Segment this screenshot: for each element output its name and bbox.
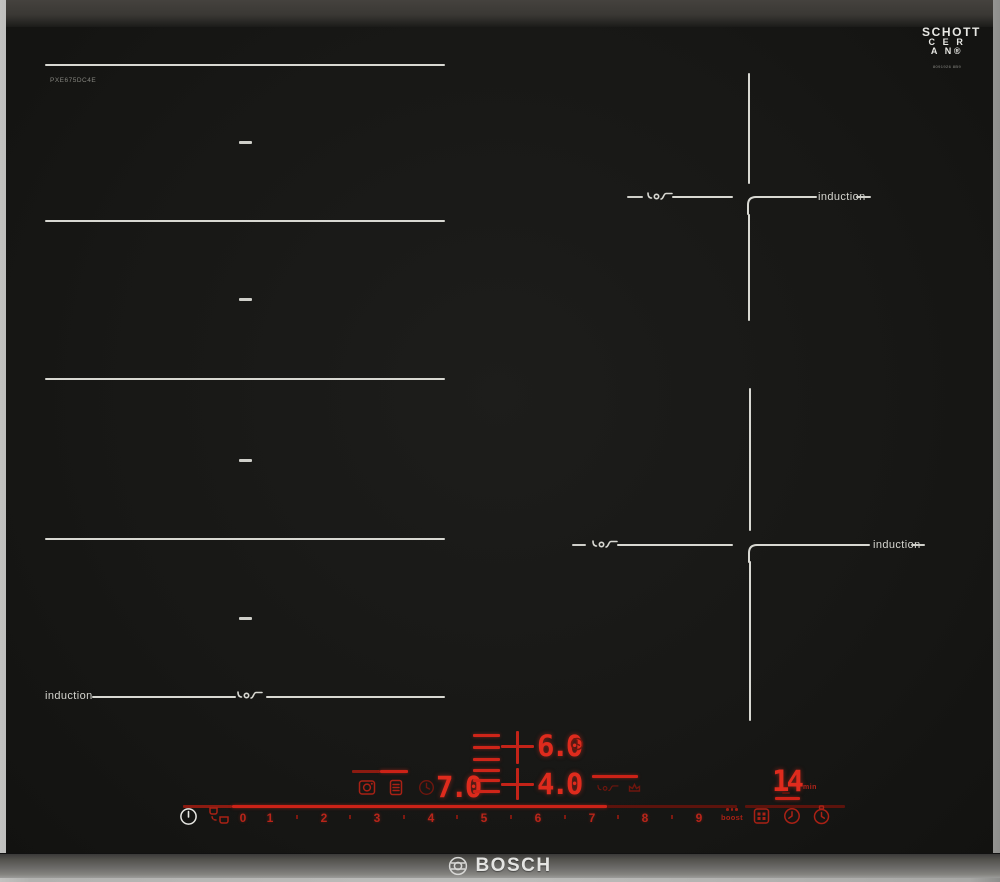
flex-zone-line-1 xyxy=(45,64,445,66)
zone-br-select-cross[interactable] xyxy=(501,783,534,786)
zone-tr-select-cross[interactable] xyxy=(501,745,534,748)
slider-separator xyxy=(456,815,458,819)
zone-tr-select-cross[interactable] xyxy=(516,731,519,764)
zone-br-vline-top xyxy=(749,388,751,531)
pan-detection-icon xyxy=(592,540,618,548)
zone-tr-timer-icon xyxy=(570,737,584,751)
bosch-logo: BOSCH xyxy=(448,855,551,877)
schott-line2: C E R A N® xyxy=(928,37,966,56)
zone-tr-dash-left xyxy=(627,196,643,198)
flex-segment-bar xyxy=(473,790,500,793)
timer-clock-icon[interactable] xyxy=(783,807,801,825)
boost-button[interactable]: boost xyxy=(718,808,746,822)
slider-number-8[interactable]: 8 xyxy=(641,811,649,825)
pan-detection-icon xyxy=(237,691,263,699)
power-button[interactable] xyxy=(179,807,198,826)
flex-zone-center-mark-4 xyxy=(239,617,252,620)
bosch-armature-icon xyxy=(449,856,468,876)
zone-tr-level-display: 6.0 xyxy=(537,729,583,763)
timer-unit-label: min xyxy=(803,784,817,791)
zone-tr-induction-label: induction xyxy=(818,191,866,203)
flex-zone-line-3 xyxy=(45,378,445,380)
slider-line-active[interactable] xyxy=(232,805,607,808)
frying-sensor-icon[interactable] xyxy=(358,779,377,796)
slider-number-4[interactable]: 4 xyxy=(427,811,435,825)
slider-separator xyxy=(671,815,673,819)
slider-separator xyxy=(510,815,512,819)
zone-br-level-display: 4.0 xyxy=(537,767,583,801)
zone-br-corner xyxy=(748,544,767,563)
zone-br-vline-bottom xyxy=(749,561,751,721)
glass-surface: PXE675DC4E SCHOTT C E R A N® 8091926 8B9… xyxy=(6,0,993,877)
flex-sensor-line-dim xyxy=(352,770,380,773)
flex-zone-line-2 xyxy=(45,220,445,222)
slider-number-5[interactable]: 5 xyxy=(480,811,488,825)
pan-detection-icon xyxy=(647,192,673,200)
timer-slider-line[interactable] xyxy=(745,805,845,808)
boost-label: boost xyxy=(721,812,743,822)
flex-segment-bar xyxy=(473,779,500,782)
schott-code: 8091926 8B9 xyxy=(932,64,962,69)
schott-line1: SCHOTT xyxy=(922,25,981,39)
slider-separator xyxy=(617,815,619,819)
slider-separator xyxy=(403,815,405,819)
cook-timer-icon[interactable] xyxy=(418,779,435,796)
flex-zone-line-4 xyxy=(45,538,445,540)
timer-select-segment xyxy=(775,797,800,800)
flex-zone-line-5b xyxy=(266,696,445,698)
zone-br-induction-label: induction xyxy=(873,539,921,551)
slider-number-9[interactable]: 9 xyxy=(695,811,703,825)
slider-number-2[interactable]: 2 xyxy=(320,811,328,825)
slider-line-start[interactable] xyxy=(183,805,232,808)
flex-level-display: 7.0 xyxy=(436,770,482,804)
flex-segment-bar xyxy=(473,746,500,749)
flex-zone-line-5a xyxy=(92,696,236,698)
slider-separator xyxy=(349,815,351,819)
keep-warm-icon xyxy=(628,782,641,792)
flex-zone-center-mark-2 xyxy=(239,298,252,301)
boost-icon xyxy=(718,808,746,811)
flex-zone-center-mark-3 xyxy=(239,459,252,462)
slider-separator xyxy=(296,815,298,819)
cleaning-lock-icon[interactable] xyxy=(753,807,770,825)
slider-number-1[interactable]: 1 xyxy=(266,811,274,825)
zone-br-hline-left xyxy=(617,544,733,546)
pan-transfer-icon[interactable] xyxy=(207,806,233,826)
model-number: PXE675DC4E xyxy=(50,77,97,84)
warm-function-line xyxy=(592,775,638,778)
zone-tr-hline-right xyxy=(764,196,817,198)
slider-separator xyxy=(564,815,566,819)
zone-br-hline-right xyxy=(765,544,870,546)
zone-br-dash-left xyxy=(572,544,586,546)
timer-underline xyxy=(782,792,790,794)
slider-number-6[interactable]: 6 xyxy=(534,811,542,825)
flex-segment-bar xyxy=(473,734,500,737)
grill-sensor-icon[interactable] xyxy=(389,779,403,796)
slider-line-rest[interactable] xyxy=(607,805,737,808)
front-trim-strip: BOSCH xyxy=(0,853,1000,878)
zone-tr-vline-top xyxy=(748,73,750,184)
flex-zone-center-mark-1 xyxy=(239,141,252,144)
slider-number-7[interactable]: 7 xyxy=(588,811,596,825)
kitchen-timer-icon[interactable] xyxy=(812,805,831,825)
flex-zone-induction-label: induction xyxy=(45,690,93,702)
zone-br-dash-right xyxy=(911,544,925,546)
flex-segment-bar xyxy=(473,769,500,772)
zone-tr-corner xyxy=(747,196,766,215)
slider-number-3[interactable]: 3 xyxy=(373,811,381,825)
flex-sensor-line-bright xyxy=(380,770,408,773)
zone-tr-vline-bottom xyxy=(748,214,750,321)
schott-ceran-logo: SCHOTT C E R A N® 8091926 8B9 xyxy=(922,25,981,69)
flex-segment-bar xyxy=(473,758,500,761)
slider-number-0[interactable]: 0 xyxy=(239,811,247,825)
bosch-logo-text: BOSCH xyxy=(475,855,552,876)
pan-detect-led-icon xyxy=(597,784,619,792)
glass-bevel-edge xyxy=(6,0,993,27)
zone-tr-hline-left xyxy=(672,196,733,198)
zone-tr-dash-right xyxy=(856,196,871,198)
